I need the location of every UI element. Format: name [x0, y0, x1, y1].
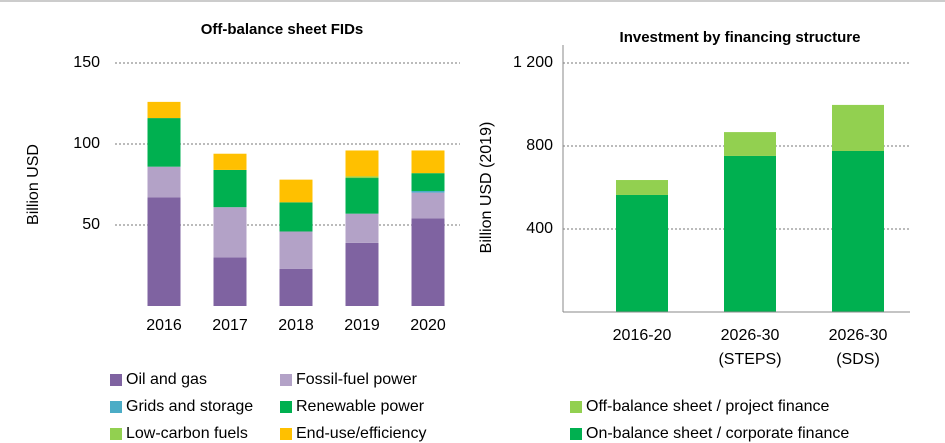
legend-swatch	[280, 401, 292, 413]
legend-label: Fossil-fuel power	[296, 371, 418, 388]
x-tick-label: 2026-30 (SDS)	[829, 327, 888, 368]
bar-segment	[832, 150, 884, 312]
bar-segment	[345, 242, 379, 306]
bar-segment	[213, 169, 247, 208]
bar-segment	[213, 207, 247, 258]
legend-swatch	[110, 428, 122, 440]
legend-label: Low-carbon fuels	[126, 425, 248, 442]
bar-segment	[345, 150, 379, 177]
legend-swatch	[570, 428, 582, 440]
y-tick-label: 100	[73, 135, 100, 152]
bar-segment	[411, 192, 445, 219]
y-tick-label: 150	[73, 54, 100, 71]
legend-label: Renewable power	[296, 398, 425, 415]
y-tick-label: 800	[526, 137, 553, 154]
y-axis-label: Billion USD (2019)	[478, 122, 495, 254]
bar-segment	[616, 194, 668, 312]
bar-segment	[213, 153, 247, 170]
bar-segment	[724, 132, 776, 156]
bar-segment	[411, 190, 445, 193]
bar-segment	[345, 176, 379, 179]
legend-label: On-balance sheet / corporate finance	[586, 425, 849, 442]
y-tick-label: 1 200	[513, 54, 553, 71]
bar-segment	[147, 101, 181, 119]
legend-swatch	[110, 374, 122, 386]
bar-segment	[279, 268, 313, 306]
bar-segment	[147, 166, 181, 198]
legend-swatch	[110, 401, 122, 413]
bar-segment	[724, 155, 776, 312]
chart-title: Off-balance sheet FIDs	[201, 21, 364, 38]
legend-swatch	[280, 428, 292, 440]
bar-segment	[832, 104, 884, 151]
legend-label: Oil and gas	[126, 371, 207, 388]
x-tick-label: 2019	[344, 317, 380, 334]
legend-label: End-use/efficiency	[296, 425, 426, 442]
x-tick-label: 2026-30 (STEPS)	[718, 327, 781, 368]
bar-segment	[411, 218, 445, 306]
bar-segment	[411, 150, 445, 174]
x-tick-label: 2016	[146, 317, 182, 334]
chart-title: Investment by financing structure	[620, 29, 861, 46]
x-tick-label: 2017	[212, 317, 248, 334]
legend-label: Grids and storage	[126, 398, 253, 415]
bar-segment	[213, 257, 247, 306]
bar-segment	[279, 231, 313, 269]
y-tick-label: 400	[526, 220, 553, 237]
legend-swatch	[570, 401, 582, 413]
bar-segment	[147, 118, 181, 167]
x-tick-label: 2016-20	[613, 327, 672, 344]
bar-segment	[279, 202, 313, 232]
bar-segment	[345, 213, 379, 243]
bar-segment	[411, 173, 445, 191]
bar-segment	[616, 180, 668, 195]
y-tick-label: 50	[82, 216, 100, 233]
x-tick-label: 2018	[278, 317, 314, 334]
bar-segment	[279, 179, 313, 203]
legend-swatch	[280, 374, 292, 386]
x-tick-label: 2020	[410, 317, 446, 334]
legend-label: Off-balance sheet / project finance	[586, 398, 830, 415]
y-axis-label: Billion USD	[25, 144, 42, 225]
bar-segment	[345, 178, 379, 214]
bar-segment	[147, 197, 181, 306]
